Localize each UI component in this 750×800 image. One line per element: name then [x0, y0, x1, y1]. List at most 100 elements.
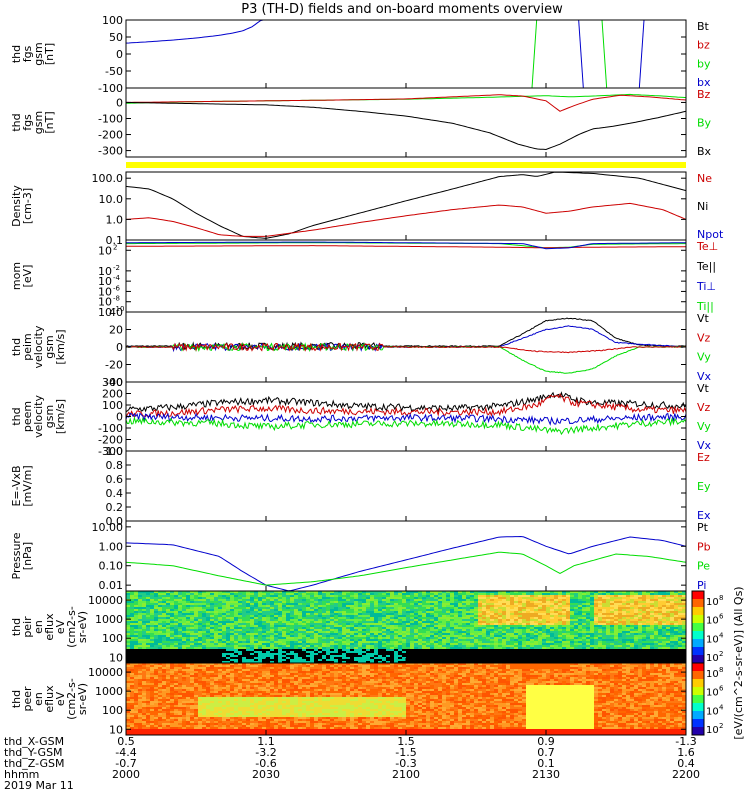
spectrogram-cell	[170, 641, 175, 644]
spectrogram-cell	[158, 651, 163, 654]
spectrogram-cell	[186, 609, 191, 612]
spectrogram-cell	[162, 633, 167, 636]
spectrogram-cell	[198, 657, 203, 660]
spectrogram-cell	[186, 645, 191, 648]
spectrogram-cell	[170, 637, 175, 640]
spectrogram-cell	[202, 597, 207, 600]
spectrogram-cell	[190, 655, 195, 658]
spectrogram-cell	[142, 625, 147, 628]
spectrogram-cell	[210, 645, 215, 648]
spectrogram-cell	[166, 619, 171, 622]
spectrogram-cell	[126, 601, 131, 604]
y-tick-label: 50	[109, 31, 123, 44]
y-tick-label: 0	[116, 411, 123, 424]
spectrogram-cell	[202, 595, 207, 598]
spectrogram-cell	[214, 605, 219, 608]
spectrogram-cell	[174, 629, 179, 632]
spectrogram-cell	[182, 655, 187, 658]
spectrogram-cell	[130, 647, 135, 650]
spectrogram-cell	[162, 599, 167, 602]
spectrogram-cell	[130, 601, 135, 604]
spectrogram-cell	[174, 593, 179, 596]
spectrogram-cell	[170, 659, 175, 662]
spectrogram-cell	[202, 601, 207, 604]
spectrogram-cell	[174, 617, 179, 620]
spectrogram-cell	[194, 653, 199, 656]
spectrogram-cell	[130, 645, 135, 648]
spectrogram-cell	[158, 609, 163, 612]
spectrogram-cell	[150, 595, 155, 598]
spectrogram-cell	[162, 651, 167, 654]
y-axis-label: [nPa]	[21, 542, 34, 570]
spectrogram-cell	[218, 601, 223, 604]
spectrogram-cell	[206, 645, 211, 648]
spectrogram-cell	[130, 637, 135, 640]
spectrogram-cell	[154, 621, 159, 624]
spectrogram-cell	[162, 657, 167, 660]
spectrogram-cell	[154, 651, 159, 654]
spectrogram-cell	[186, 615, 191, 618]
spectrogram-cell	[150, 621, 155, 624]
spectrogram-cell	[174, 635, 179, 638]
spectrogram-cell	[146, 645, 151, 648]
spectrogram-cell	[214, 595, 219, 598]
spectrogram-cell	[150, 611, 155, 614]
spectrogram-cell	[182, 657, 187, 660]
spectrogram-cell	[174, 625, 179, 628]
spectrogram-cell	[170, 597, 175, 600]
spectrogram-cell	[206, 621, 211, 624]
spectrogram-cell	[214, 623, 219, 626]
spectrogram-cell	[146, 627, 151, 630]
spectrogram-cell	[134, 627, 139, 630]
y-axis-label: gsm	[43, 335, 56, 358]
spectrogram-cell	[202, 643, 207, 646]
spectrogram-cell	[134, 621, 139, 624]
series-bx-segment	[578, 19, 584, 89]
spectrogram-cell	[138, 647, 143, 650]
spectrogram-cell	[166, 627, 171, 630]
spectrogram-cell	[174, 647, 179, 650]
spectrogram-cell	[162, 615, 167, 618]
spectrogram-cell	[142, 619, 147, 622]
spectrogram-cell	[174, 597, 179, 600]
spectrogram-cell	[158, 649, 163, 652]
y-tick-label: 10	[98, 265, 112, 278]
series-Ni-line	[125, 171, 687, 239]
y-axis-label: [nT]	[43, 43, 56, 65]
spectrogram-cell	[150, 613, 155, 616]
spectrogram-cell	[198, 621, 203, 624]
spectrogram-cell	[182, 627, 187, 630]
legend-entry-Te||: Te||	[696, 260, 716, 273]
legend-entry-Bx: Bx	[697, 145, 712, 158]
spectrogram-cell	[158, 607, 163, 610]
spectrogram-cell	[134, 639, 139, 642]
spectrogram-cell	[134, 609, 139, 612]
spectrogram-cell	[154, 657, 159, 660]
spectrogram-cell	[178, 611, 183, 614]
spectrogram-cell	[210, 599, 215, 602]
spectrogram-cell	[150, 617, 155, 620]
spectrogram-cell	[142, 657, 147, 660]
spectrogram-cell	[138, 609, 143, 612]
spectrogram-cell	[134, 611, 139, 614]
spectrogram-cell	[150, 625, 155, 628]
spectrogram-cell	[178, 593, 183, 596]
spectrogram-cell	[166, 645, 171, 648]
spectrogram-cell	[134, 615, 139, 618]
spectrogram-cell	[182, 633, 187, 636]
spectrogram-cell	[158, 645, 163, 648]
spectrogram-cell	[206, 613, 211, 616]
spectrogram-cell	[154, 599, 159, 602]
spectrogram-cell	[126, 593, 131, 596]
spectrogram-cell	[158, 615, 163, 618]
spectrogram-cell	[166, 639, 171, 642]
spectrogram-cell	[130, 653, 135, 656]
spectrogram-cell	[178, 661, 183, 664]
spectrogram-cell	[174, 615, 179, 618]
spectrogram-cell	[174, 657, 179, 660]
spectrogram-cell	[154, 593, 159, 596]
spectrogram-cell	[138, 621, 143, 624]
spectrogram-cell	[138, 625, 143, 628]
